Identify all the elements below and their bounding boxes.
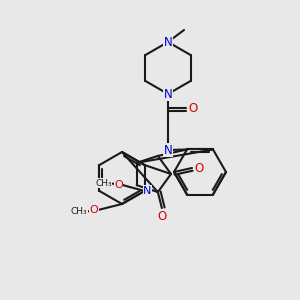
Text: O: O <box>114 180 123 190</box>
Text: N: N <box>164 143 172 157</box>
Text: CH₃: CH₃ <box>71 208 87 217</box>
Text: N: N <box>164 35 172 49</box>
Text: CH₃: CH₃ <box>95 178 112 188</box>
Text: O: O <box>90 205 98 215</box>
Text: O: O <box>188 101 198 115</box>
Text: N: N <box>143 186 152 196</box>
Text: O: O <box>157 210 167 223</box>
Text: O: O <box>194 161 204 175</box>
Text: N: N <box>164 88 172 100</box>
